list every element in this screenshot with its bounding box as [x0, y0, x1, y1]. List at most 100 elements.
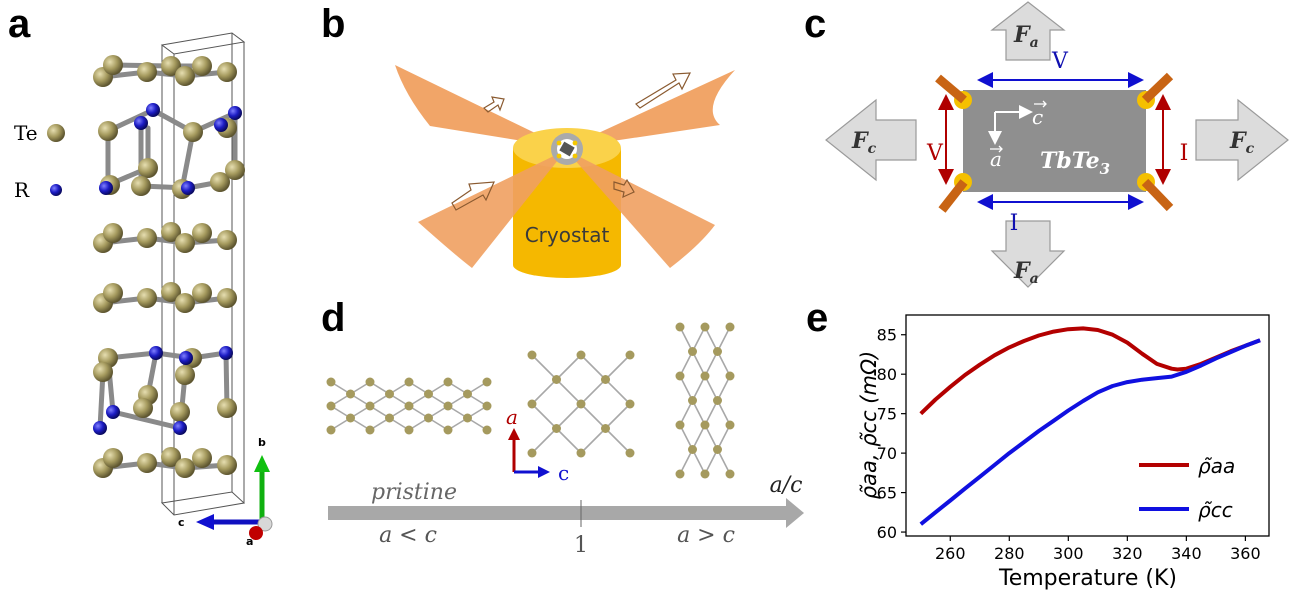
beam-arrow-bottom-left [451, 181, 495, 211]
lattice-atom [346, 413, 355, 423]
te-atom [138, 158, 158, 178]
lattice-atom [443, 377, 453, 387]
series-line-1 [919, 338, 1261, 526]
lattice-atom [326, 401, 336, 411]
x-tick-label: 260 [935, 544, 966, 563]
r-atom [181, 181, 195, 195]
lattice-atom [463, 389, 472, 399]
lattice-atom [326, 377, 336, 387]
te-atom [210, 172, 230, 192]
lattice-atom [688, 445, 697, 454]
force-arrow-right [1195, 98, 1289, 182]
lattice-atom [725, 469, 735, 479]
force-c-right: Fc [1229, 128, 1255, 157]
lattice-atom [625, 448, 635, 458]
pristine-label: pristine [371, 480, 457, 505]
force-arrow-left [825, 98, 917, 182]
y-tick-label: 85 [877, 326, 897, 345]
y-axis-label: ρ̃aa, ρ̃cc (mΩ) [857, 351, 881, 499]
lattice-atom [365, 377, 375, 387]
te-legend-label: Te [14, 121, 38, 145]
lattice-atom [482, 377, 492, 387]
y-tick-label: 70 [877, 444, 897, 463]
te-atom [175, 233, 195, 253]
te-atom [175, 293, 195, 313]
lattice-atom [700, 420, 710, 430]
cryostat-bottom [513, 252, 621, 278]
lattice-atom [675, 420, 685, 430]
r-atom [149, 346, 163, 360]
x-tick-label: 320 [1112, 544, 1143, 563]
lattice-atom [675, 371, 685, 381]
te-atom [161, 222, 181, 242]
sample-plate [963, 90, 1146, 192]
x-axis-label: Temperature (K) [998, 566, 1177, 591]
te-atom [161, 56, 181, 76]
lattice-atom [463, 413, 472, 423]
x-tick-label: 360 [1230, 544, 1261, 563]
te-atom [103, 55, 123, 75]
lattice-atom [700, 469, 710, 479]
panel-label-b: b [321, 2, 346, 46]
te-atom [137, 453, 157, 473]
te-atom [192, 223, 212, 243]
lattice-atom [443, 401, 453, 411]
a-axis-marker [249, 526, 263, 540]
force-arrow-top [990, 1, 1066, 61]
panel-b-cryostat: Cryostat [395, 65, 735, 278]
ratio-tick-label: 1 [574, 533, 588, 558]
te-atom [217, 230, 237, 250]
beam-arrow-top-left [483, 96, 505, 113]
ratio-label: a/c [770, 473, 803, 498]
panel-label-c: c [804, 2, 827, 46]
vec-c-label: c [1032, 105, 1043, 129]
r-atom [93, 421, 107, 435]
lattice-atom [482, 425, 492, 435]
lattice-atom [576, 399, 586, 409]
panel-e-chart: 260 280 300 320 340 360 60 65 70 75 80 85 Temperatu… [857, 314, 1270, 591]
sample-name: TbTe3 [1040, 148, 1110, 178]
lattice-atom [385, 389, 394, 399]
te-atom [161, 447, 181, 467]
te-atom [103, 448, 123, 468]
lattice-atom [725, 420, 735, 430]
beam-arrow-top-right [635, 72, 692, 109]
te-legend-swatch [47, 124, 65, 142]
te-atom [161, 282, 181, 302]
te-atom [192, 448, 212, 468]
lattice-atom [700, 322, 710, 332]
lattice-atom [713, 396, 722, 405]
lattice-atom [424, 413, 433, 423]
panel-a-crystal: Te R b c a [14, 32, 273, 548]
chart-frame [905, 314, 1270, 537]
sample-chip [559, 141, 575, 157]
te-atom [137, 288, 157, 308]
r-legend-swatch [50, 184, 62, 196]
lattice-atom [552, 375, 561, 384]
lattice-atom [424, 389, 433, 399]
legend-label-0: ρ̃aa [1198, 454, 1235, 478]
lattice-atom [688, 396, 697, 405]
i-bottom-label: I [1010, 211, 1019, 236]
te-atom [217, 398, 237, 418]
r-atom [134, 116, 148, 130]
force-a-bottom: Fa [1013, 258, 1039, 287]
lattice-atom [385, 413, 394, 423]
y-tick-label: 65 [877, 484, 897, 503]
te-atom [137, 228, 157, 248]
b-axis-label: b [258, 436, 266, 449]
panel-label-e: e [806, 296, 829, 340]
panel-label-a: a [8, 2, 31, 46]
cryostat-label: Cryostat [525, 223, 610, 247]
lattice-atom [576, 448, 586, 458]
lattice-atom [713, 347, 722, 356]
lattice-atom [713, 445, 722, 454]
lattice-atom [404, 401, 414, 411]
lattice-atom [346, 389, 355, 399]
unit-cell-box [160, 32, 246, 516]
legend-label-1: ρ̃cc [1198, 498, 1233, 522]
te-atom [217, 288, 237, 308]
te-atom [175, 458, 195, 478]
te-atom [225, 160, 245, 180]
b-axis-head [254, 455, 270, 472]
